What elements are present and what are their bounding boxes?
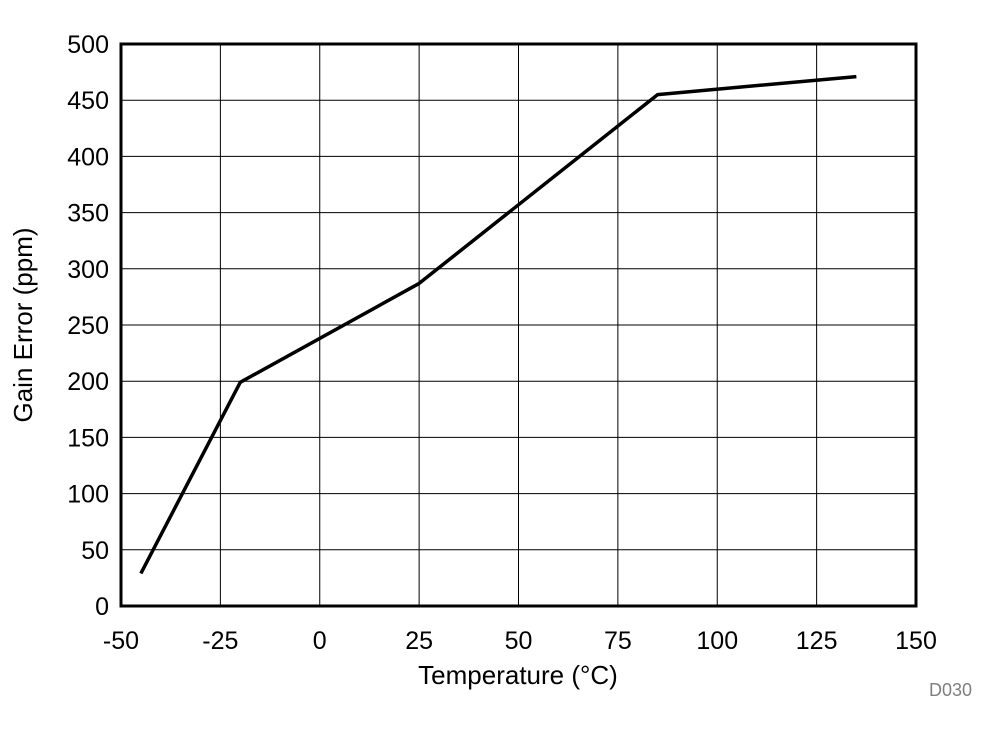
grid xyxy=(120,43,917,607)
y-tick-label: 0 xyxy=(95,593,109,621)
y-tick-label: 400 xyxy=(67,143,109,171)
y-tick-label: 450 xyxy=(67,87,109,115)
data-series xyxy=(139,74,857,575)
y-tick-label: 350 xyxy=(67,200,109,228)
y-tick-labels: 0 50 100 150 200 250 300 350 400 450 500 xyxy=(67,31,109,621)
x-tick-label: 25 xyxy=(405,627,433,655)
y-axis-title: Gain Error (ppm) xyxy=(8,227,38,422)
y-tick-label: 150 xyxy=(67,424,109,452)
y-tick-label: 300 xyxy=(67,256,109,284)
y-tick-label: 500 xyxy=(67,31,109,59)
gain-error-line xyxy=(139,74,857,575)
plot-frame xyxy=(119,42,918,608)
y-tick-label: 200 xyxy=(67,368,109,396)
x-tick-label: 100 xyxy=(696,627,738,655)
y-tick-label: 250 xyxy=(67,312,109,340)
x-tick-label: -25 xyxy=(202,627,238,655)
figure-id: D030 xyxy=(929,680,972,700)
x-tick-label: 75 xyxy=(604,627,632,655)
x-tick-label: 0 xyxy=(313,627,327,655)
x-tick-labels: -50 -25 0 25 50 75 100 125 150 xyxy=(103,627,937,655)
x-tick-label: -50 xyxy=(103,627,139,655)
x-tick-label: 125 xyxy=(796,627,838,655)
x-tick-label: 150 xyxy=(895,627,937,655)
x-tick-label: 50 xyxy=(505,627,533,655)
y-tick-label: 50 xyxy=(81,537,109,565)
x-axis-title: Temperature (°C) xyxy=(418,660,618,690)
y-tick-label: 100 xyxy=(67,481,109,509)
